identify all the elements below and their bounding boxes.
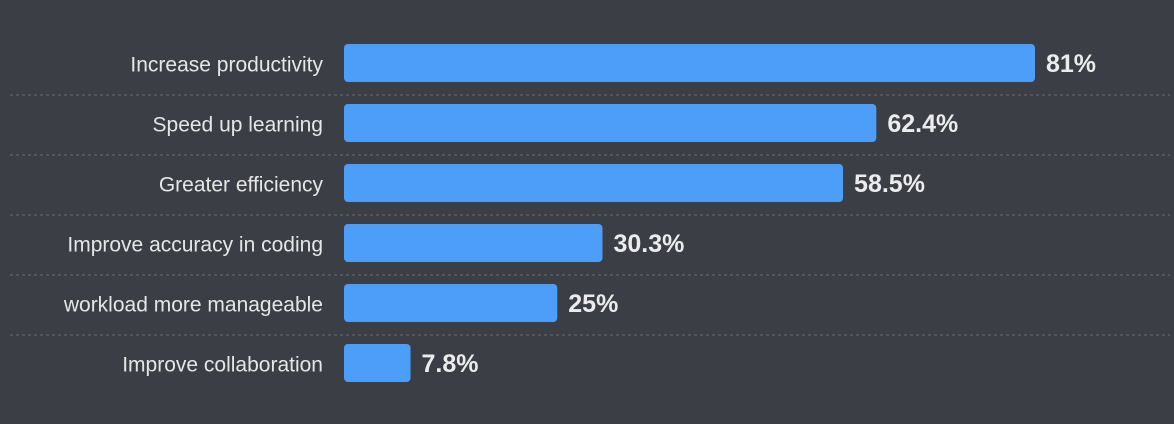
value-label: 25%: [568, 290, 618, 318]
value-label: 58.5%: [854, 170, 925, 198]
bar: [344, 104, 877, 142]
value-label: 81%: [1046, 50, 1096, 78]
value-label: 62.4%: [887, 110, 958, 138]
category-label: Increase productivity: [130, 54, 323, 77]
category-label: Speed up learning: [153, 114, 323, 137]
bar: [344, 284, 558, 322]
category-label: Improve collaboration: [122, 354, 323, 377]
value-label: 30.3%: [613, 230, 684, 258]
category-label: workload more manageable: [63, 294, 323, 317]
bar: [344, 164, 844, 202]
value-label: 7.8%: [422, 350, 479, 378]
bar: [344, 44, 1035, 82]
bar: [344, 344, 411, 382]
bar: [344, 224, 603, 262]
category-label: Greater efficiency: [159, 174, 324, 197]
category-label: Improve accuracy in coding: [67, 234, 323, 257]
